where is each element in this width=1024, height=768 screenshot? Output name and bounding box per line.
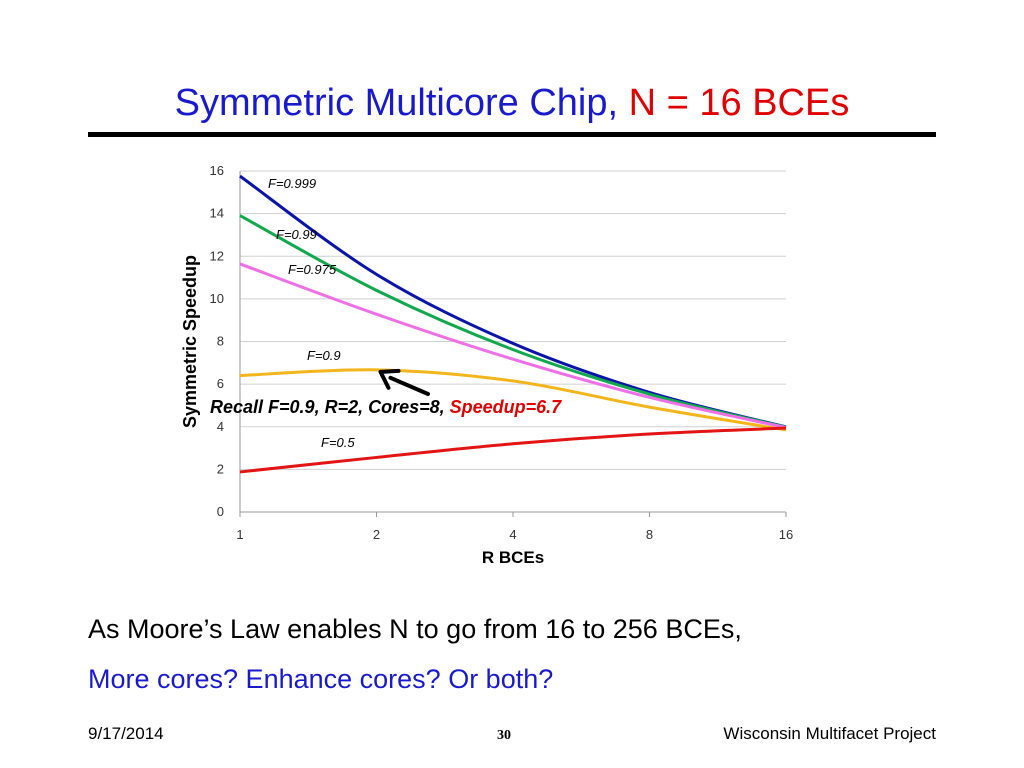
y-tick-label: 14	[210, 206, 224, 221]
annotation-arrow-head	[378, 368, 401, 390]
y-axis-title: Symmetric Speedup	[180, 255, 200, 428]
series-line-f-0-5	[239, 426, 787, 474]
footer-page-number: 30	[497, 728, 511, 743]
annotation-text: Recall F=0.9, R=2, Cores=8, Speedup=6.7	[210, 397, 562, 417]
x-axis-title: R BCEs	[482, 548, 544, 567]
body-text-line1: As Moore’s Law enables N to go from 16 t…	[88, 614, 742, 644]
series-label-f-0-999: F=0.999	[268, 176, 316, 191]
y-tick-label: 0	[217, 504, 224, 519]
series-line-f-0-99	[239, 214, 787, 429]
series-label-f-0-975: F=0.975	[288, 262, 337, 277]
x-tick-label: 1	[236, 527, 243, 542]
annotation-arrow-shaft	[388, 375, 430, 396]
x-tick-label: 2	[373, 527, 380, 542]
y-tick-label: 6	[217, 376, 224, 391]
footer-organization: Wisconsin Multifacet Project	[723, 724, 936, 743]
y-tick-label: 10	[210, 291, 224, 306]
y-tick-label: 8	[217, 334, 224, 349]
annotation-text-highlight: Speedup=6.7	[450, 397, 563, 417]
series-label-f-0-5: F=0.5	[321, 435, 355, 450]
y-tick-label: 12	[210, 248, 224, 263]
slide-title-main: Symmetric Multicore Chip,	[174, 82, 619, 124]
x-tick-label: 8	[646, 527, 653, 542]
slide-title: Symmetric Multicore Chip, N = 16 BCEs	[0, 82, 1024, 125]
x-tick-label: 4	[509, 527, 516, 542]
series-line-f-0-9	[239, 368, 787, 432]
title-divider	[88, 132, 936, 137]
y-tick-label: 4	[217, 419, 224, 434]
y-tick-label: 2	[217, 461, 224, 476]
body-text-line2: More cores? Enhance cores? Or both?	[88, 664, 554, 694]
y-tick-label: 16	[210, 163, 224, 178]
x-tick-label: 16	[779, 527, 793, 542]
slide-title-highlight: N = 16 BCEs	[628, 82, 850, 124]
series-line-f-0-975	[239, 262, 787, 430]
series-label-f-0-9: F=0.9	[307, 348, 341, 363]
footer-date: 9/17/2014	[88, 724, 164, 743]
series-label-f-0-99: F=0.99	[276, 227, 317, 242]
annotation-text-main: Recall F=0.9, R=2, Cores=8,	[210, 397, 450, 417]
